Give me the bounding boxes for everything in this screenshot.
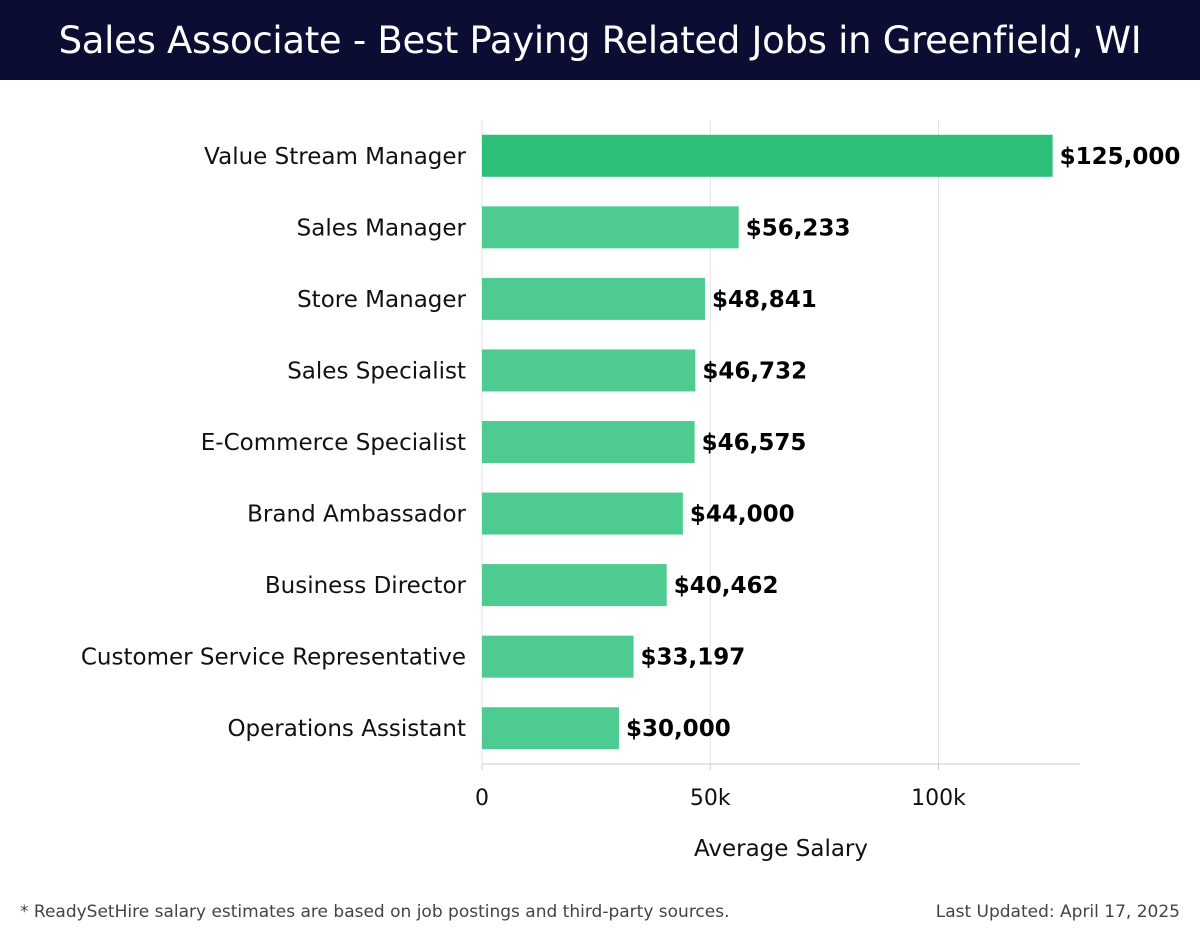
category-label: Brand Ambassador: [247, 502, 466, 528]
bar: [482, 206, 739, 249]
x-tick-label: 0: [475, 786, 489, 811]
bar: [482, 564, 667, 607]
last-updated: Last Updated: April 17, 2025: [935, 902, 1180, 922]
chart-title: Sales Associate - Best Paying Related Jo…: [58, 18, 1142, 62]
value-label: $125,000: [1060, 144, 1181, 170]
bar: [482, 277, 705, 320]
value-label: $40,462: [674, 573, 779, 599]
category-label: Operations Assistant: [227, 716, 466, 742]
value-label: $46,732: [702, 358, 807, 384]
value-label: $44,000: [690, 502, 795, 528]
category-label: Business Director: [265, 573, 467, 599]
category-label: Customer Service Representative: [81, 645, 466, 671]
bar: [482, 707, 619, 750]
x-tick-label: 50k: [690, 786, 731, 811]
chart-header: Sales Associate - Best Paying Related Jo…: [0, 0, 1200, 80]
category-label: Sales Specialist: [287, 358, 466, 384]
x-tick-label: 100k: [911, 786, 966, 811]
value-label: $56,233: [746, 215, 851, 241]
footer-note: * ReadySetHire salary estimates are base…: [20, 902, 730, 922]
bar: [482, 635, 634, 678]
value-label: $46,575: [702, 430, 807, 456]
value-label: $30,000: [626, 716, 731, 742]
category-label: Sales Manager: [297, 215, 467, 241]
value-label: $48,841: [712, 287, 817, 313]
salary-bar-chart: 0 50k 100k Average Salary Value Stream Manag…: [81, 120, 1181, 862]
bar: [482, 134, 1053, 177]
category-label: Value Stream Manager: [204, 144, 466, 170]
value-label: $33,197: [641, 645, 746, 671]
bar: [482, 492, 683, 535]
category-label: Store Manager: [297, 287, 466, 313]
x-axis-title: Average Salary: [694, 836, 868, 862]
category-label: E-Commerce Specialist: [201, 430, 466, 456]
bar: [482, 421, 695, 463]
bar: [482, 349, 696, 392]
